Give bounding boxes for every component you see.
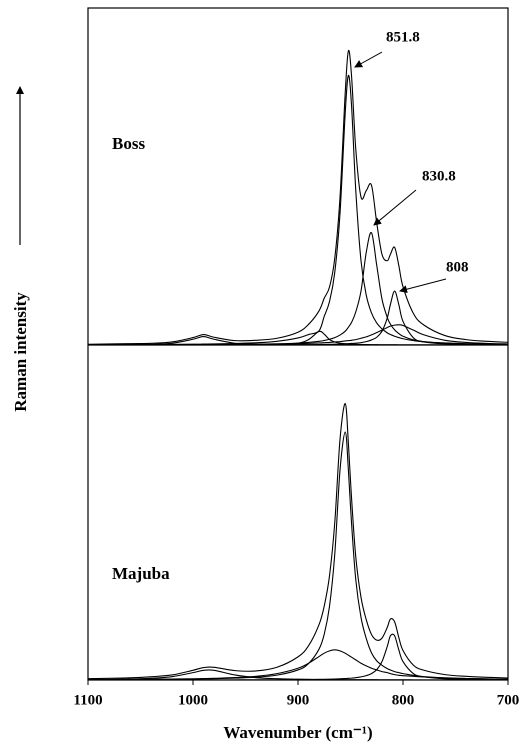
x-tick-label: 800 [392,692,415,708]
x-tick-label: 900 [287,692,310,708]
spectrum-line [87,49,509,345]
annotation: 830.8 [422,168,456,184]
y-axis-label: Raman intensity [11,292,30,412]
annotation: 851.8 [386,29,420,45]
spectrum-line [87,431,509,681]
annotation-arrow [399,278,447,294]
spectrum-line [87,324,509,346]
x-tick-label: 1100 [73,692,102,708]
annotation-arrow [354,51,383,68]
spectrum-line [87,336,508,346]
spectrum-line [87,290,509,346]
panel-label: Majuba [112,564,170,583]
spectrum-line [87,649,509,681]
spectrum-line [88,633,509,681]
panel-label: Boss [112,134,145,153]
spectrum-line [87,74,509,346]
x-axis-label: Wavenumber (cm⁻¹) [223,723,372,742]
spectrum-line [87,403,509,680]
annotation: 808 [446,259,469,275]
spectrum-line [87,669,509,681]
spectrum-line [87,232,509,346]
x-tick-label: 1000 [178,692,208,708]
x-tick-label: 700 [497,692,520,708]
annotation-arrow [373,189,417,226]
